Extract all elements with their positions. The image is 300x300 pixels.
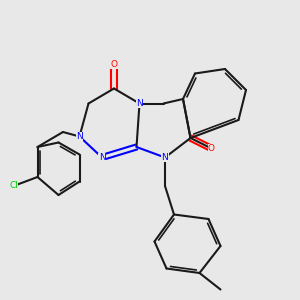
Text: O: O (208, 144, 215, 153)
Text: Cl: Cl (9, 182, 18, 190)
Text: N: N (99, 153, 105, 162)
Text: N: N (162, 153, 168, 162)
Text: N: N (76, 132, 83, 141)
Text: N: N (136, 99, 143, 108)
Text: O: O (110, 60, 118, 69)
